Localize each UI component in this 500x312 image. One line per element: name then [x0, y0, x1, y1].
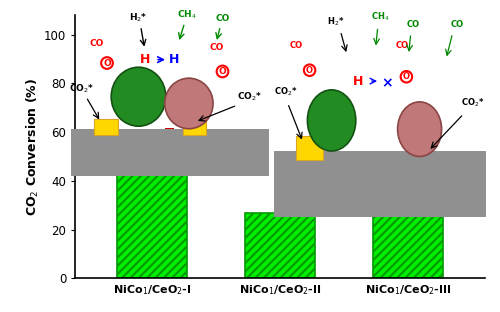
Bar — [290, 211, 300, 215]
Text: CO: CO — [216, 14, 230, 23]
Bar — [245, 212, 316, 278]
Text: O: O — [306, 66, 313, 75]
Text: H$_2$*: H$_2$* — [130, 12, 148, 24]
Ellipse shape — [111, 67, 166, 126]
Text: H: H — [169, 53, 179, 66]
Text: CO: CO — [396, 41, 408, 50]
Text: CO: CO — [450, 20, 464, 28]
Ellipse shape — [165, 78, 213, 129]
Text: H$_2$*: H$_2$* — [328, 15, 344, 28]
Text: H: H — [140, 53, 150, 66]
Text: O: O — [103, 59, 111, 67]
Text: CO$_2$*: CO$_2$* — [237, 90, 262, 103]
Bar — [182, 119, 206, 135]
Text: CO$_2$*: CO$_2$* — [274, 86, 297, 98]
Bar — [117, 129, 187, 278]
Bar — [94, 119, 118, 135]
Bar — [373, 193, 444, 278]
Bar — [72, 129, 268, 176]
Bar — [165, 128, 174, 132]
Text: O: O — [403, 72, 410, 81]
Text: O: O — [218, 67, 226, 76]
Text: CH$_4$: CH$_4$ — [177, 8, 197, 21]
Text: CO: CO — [406, 20, 420, 28]
Bar — [274, 151, 486, 217]
Text: CO$_2$*: CO$_2$* — [460, 97, 484, 109]
Text: CO: CO — [209, 42, 224, 51]
Text: ×: × — [381, 76, 392, 90]
Bar — [421, 192, 430, 195]
Y-axis label: CO$_2$ Conversion (%): CO$_2$ Conversion (%) — [25, 78, 41, 216]
Text: CO: CO — [90, 39, 104, 48]
Text: CO$_2$*: CO$_2$* — [69, 82, 94, 95]
Ellipse shape — [308, 90, 356, 151]
Text: CH$_4$: CH$_4$ — [370, 11, 390, 23]
Ellipse shape — [398, 102, 442, 157]
Text: H: H — [353, 75, 363, 88]
Bar — [296, 136, 323, 160]
Text: CO: CO — [290, 41, 303, 50]
